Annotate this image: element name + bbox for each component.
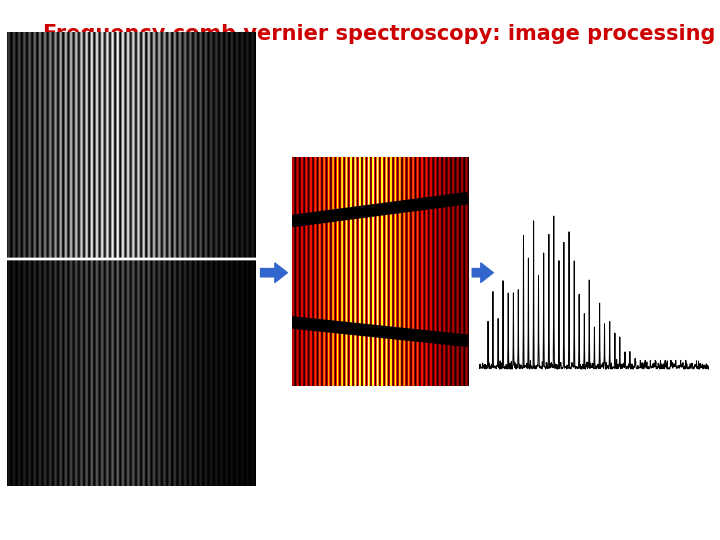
FancyArrowPatch shape (261, 263, 287, 282)
FancyArrowPatch shape (472, 263, 493, 282)
Text: Frequency comb vernier spectroscopy: image processing: Frequency comb vernier spectroscopy: ima… (43, 24, 716, 44)
